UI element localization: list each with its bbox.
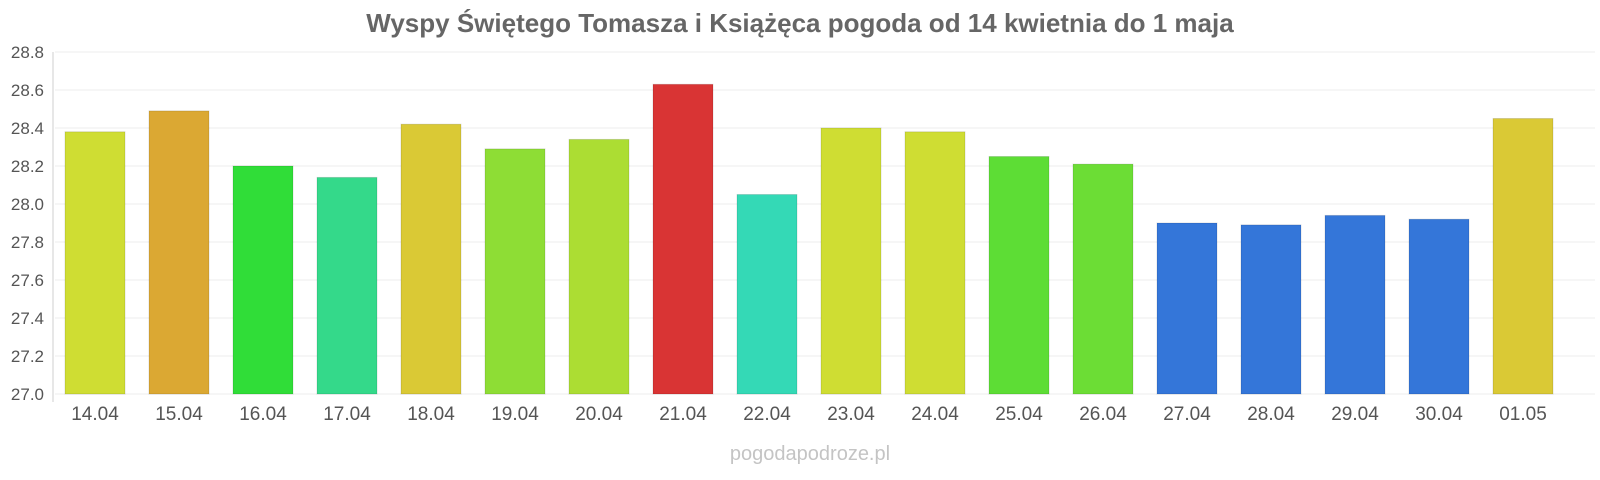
- y-tick-label: 27.6: [11, 271, 44, 290]
- bar-17.04: [316, 176, 378, 395]
- y-tick-label: 28.8: [11, 43, 44, 62]
- bar-22.04: [736, 194, 798, 395]
- bar-26.04: [1072, 163, 1134, 395]
- y-tick-label: 27.4: [11, 309, 44, 328]
- y-tick-label: 28.2: [11, 157, 44, 176]
- bar-18.04: [400, 123, 462, 395]
- bar-29.04: [1324, 214, 1386, 395]
- y-axis-tick-labels: 27.0 27.2 27.4 27.6 27.8 28.0 28.2 28.4 28.6 28.8: [11, 43, 44, 404]
- x-tick-label: 24.04: [911, 404, 959, 425]
- bar-23.04: [820, 127, 882, 395]
- bar-28.04: [1240, 224, 1302, 395]
- x-tick-label: 30.04: [1415, 404, 1463, 425]
- bar-25.04: [988, 156, 1050, 395]
- x-tick-label: 26.04: [1079, 404, 1127, 425]
- y-tick-label: 28.6: [11, 81, 44, 100]
- y-tick-label: 27.2: [11, 347, 44, 366]
- y-tick-label: 27.8: [11, 233, 44, 252]
- x-tick-label: 01.05: [1499, 404, 1547, 425]
- bar-19.04: [484, 148, 546, 395]
- bar-14.04: [64, 131, 126, 395]
- x-tick-label: 23.04: [827, 404, 875, 425]
- x-tick-label: 28.04: [1247, 404, 1295, 425]
- bar-15.04: [148, 110, 210, 395]
- chart-title: Wyspy Świętego Tomasza i Książęca pogoda…: [366, 8, 1234, 38]
- bar-24.04: [904, 131, 966, 395]
- x-axis-tick-labels: 14.04 15.04 16.04 17.04 18.04 19.04 20.04 21.04…: [71, 404, 1547, 425]
- bar-01.05: [1492, 118, 1554, 395]
- x-tick-label: 18.04: [407, 404, 455, 425]
- x-tick-label: 29.04: [1331, 404, 1379, 425]
- x-tick-label: 15.04: [155, 404, 203, 425]
- y-tick-label: 28.0: [11, 195, 44, 214]
- bars: [64, 83, 1554, 395]
- x-tick-label: 27.04: [1163, 404, 1211, 425]
- bar-16.04: [232, 165, 294, 395]
- x-tick-label: 14.04: [71, 404, 119, 425]
- bar-30.04: [1408, 218, 1470, 395]
- y-tick-label: 27.0: [11, 385, 44, 404]
- x-tick-label: 16.04: [239, 404, 287, 425]
- x-tick-label: 20.04: [575, 404, 623, 425]
- x-tick-label: 22.04: [743, 404, 791, 425]
- x-tick-label: 17.04: [323, 404, 371, 425]
- watermark-text: pogodapodroze.pl: [730, 443, 890, 465]
- x-tick-label: 25.04: [995, 404, 1043, 425]
- x-tick-label: 21.04: [659, 404, 707, 425]
- bar-21.04: [652, 83, 714, 395]
- bar-27.04: [1156, 222, 1218, 395]
- x-tick-label: 19.04: [491, 404, 539, 425]
- y-tick-label: 28.4: [11, 119, 44, 138]
- bar-20.04: [568, 138, 630, 395]
